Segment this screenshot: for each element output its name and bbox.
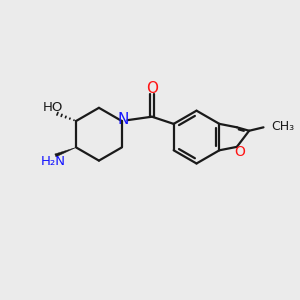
- Polygon shape: [55, 147, 76, 157]
- Text: H₂N: H₂N: [41, 155, 66, 168]
- Text: N: N: [117, 112, 129, 128]
- Text: HO: HO: [43, 101, 64, 114]
- Text: O: O: [234, 145, 245, 159]
- Text: CH₃: CH₃: [271, 120, 294, 133]
- Text: O: O: [146, 81, 158, 96]
